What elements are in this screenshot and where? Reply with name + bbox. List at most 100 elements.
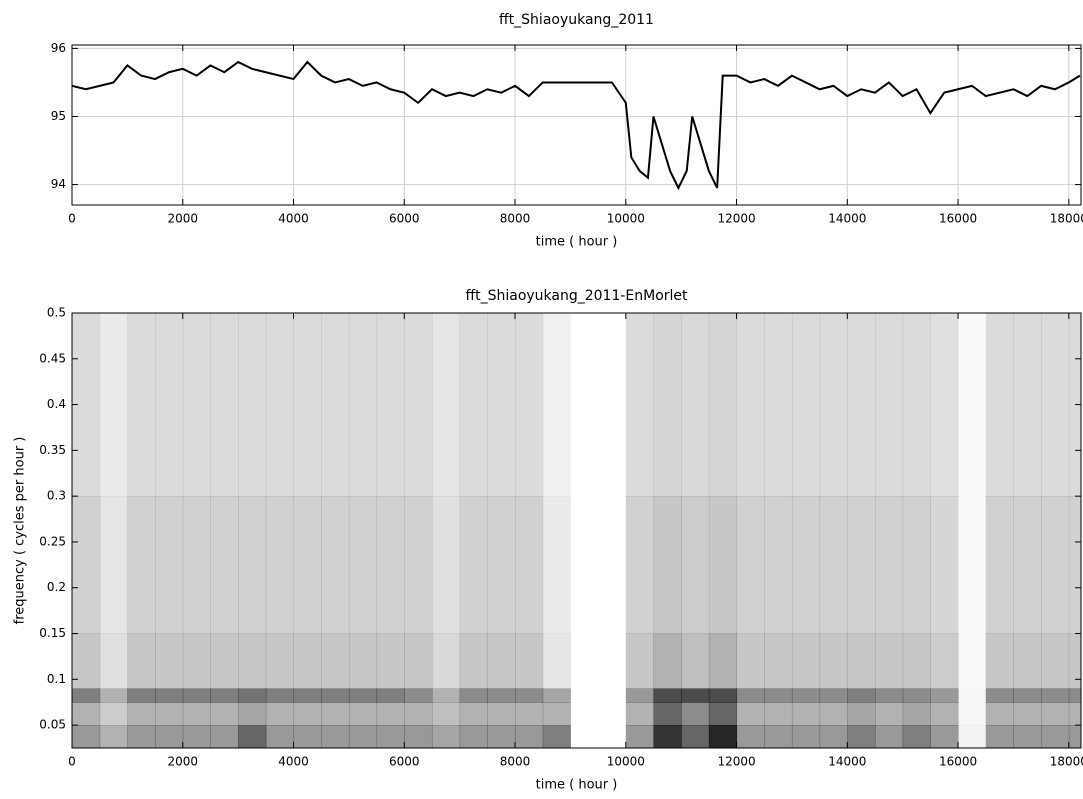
x-tick-label: 12000 xyxy=(717,755,755,769)
heatmap-cell xyxy=(570,702,598,725)
heatmap-cell xyxy=(127,633,156,689)
heatmap-cell xyxy=(1013,313,1042,497)
heatmap-cell xyxy=(1068,702,1081,726)
heatmap-cell xyxy=(348,725,378,748)
heatmap-cell xyxy=(902,313,931,497)
heatmap-cell xyxy=(598,688,626,702)
heatmap-cell xyxy=(653,633,682,689)
heatmap-cell xyxy=(653,496,682,635)
heatmap-cell xyxy=(681,313,710,497)
heatmap-cell xyxy=(985,313,1014,497)
heatmap-cell xyxy=(930,725,959,748)
heatmap-cell xyxy=(653,702,682,726)
heatmap-cell xyxy=(487,688,516,703)
x-tick-label: 10000 xyxy=(607,212,645,226)
heatmap-cell xyxy=(487,313,516,497)
heatmap-cell xyxy=(708,725,738,748)
heatmap-cell xyxy=(791,633,821,689)
heatmap-cell xyxy=(404,496,433,635)
heatmap-cell xyxy=(958,725,987,748)
heatmap-cell xyxy=(72,702,101,726)
heatmap-cell xyxy=(791,496,821,635)
heatmap-cell xyxy=(819,702,848,726)
x-tick-label: 6000 xyxy=(389,755,420,769)
heatmap-cell xyxy=(764,702,793,726)
heatmap-cell xyxy=(874,313,904,497)
heatmap-cell xyxy=(736,725,765,748)
heatmap-cell xyxy=(127,688,156,703)
heatmap-cell xyxy=(958,496,986,634)
y-tick-label: 0.1 xyxy=(47,672,66,686)
heatmap-cell xyxy=(1041,313,1070,497)
heatmap-cell xyxy=(431,633,461,689)
x-axis-label: time ( hour ) xyxy=(536,235,618,250)
heatmap-cell xyxy=(72,688,101,703)
heatmap-cell xyxy=(681,688,710,703)
heatmap-cell xyxy=(764,633,793,689)
x-tick-label: 8000 xyxy=(500,212,531,226)
heatmap-cell xyxy=(542,688,571,703)
heatmap-cell xyxy=(653,313,682,497)
heatmap-cell xyxy=(404,633,433,689)
heatmap-cell xyxy=(736,496,765,635)
heatmap-cell xyxy=(598,725,626,748)
heatmap-cell xyxy=(1068,688,1081,703)
heatmap-cell xyxy=(874,496,904,635)
plot-area xyxy=(72,313,1081,748)
heatmap-cell xyxy=(459,688,488,703)
heatmap-cell xyxy=(127,702,156,726)
heatmap-cell xyxy=(265,496,295,635)
heatmap-cell xyxy=(930,702,959,726)
heatmap-cell xyxy=(431,496,461,635)
heatmap-cell xyxy=(182,496,211,635)
heatmap-cell xyxy=(902,702,931,726)
heatmap-cell xyxy=(321,725,350,748)
heatmap-cell xyxy=(542,633,571,689)
heatmap-cell xyxy=(1068,496,1081,635)
heatmap-cell xyxy=(847,313,876,497)
x-tick-label: 2000 xyxy=(167,755,198,769)
y-tick-label: 95 xyxy=(51,109,66,123)
heatmap-cell xyxy=(321,313,350,497)
heatmap-cell xyxy=(127,725,156,748)
chart-title: fft_Shiaoyukang_2011-EnMorlet xyxy=(465,288,688,304)
heatmap-cell xyxy=(736,688,765,703)
heatmap-cell xyxy=(72,496,101,635)
heatmap-cell xyxy=(736,313,765,497)
heatmap-cell xyxy=(210,633,239,689)
heatmap-cell xyxy=(431,725,461,748)
heatmap-cell xyxy=(404,688,433,703)
heatmap-cell xyxy=(847,688,876,703)
heatmap-cell xyxy=(293,313,322,497)
heatmap-cell xyxy=(847,633,876,689)
plot-frame xyxy=(71,44,1082,206)
heatmap-cell xyxy=(653,725,682,748)
heatmap-cell xyxy=(598,702,626,725)
heatmap-cell xyxy=(155,496,184,635)
heatmap-cell xyxy=(210,702,239,726)
heatmap-cell xyxy=(99,688,128,703)
heatmap-cell xyxy=(1068,725,1081,748)
heatmap-cell xyxy=(265,688,295,703)
heatmap-cell xyxy=(459,702,488,726)
heatmap-cell xyxy=(847,702,876,726)
heatmap-cell xyxy=(625,725,654,748)
heatmap-cell xyxy=(1041,725,1070,748)
heatmap-cell xyxy=(625,688,654,703)
heatmap-cell xyxy=(902,725,931,748)
y-tick-label: 96 xyxy=(51,41,66,55)
x-tick-label: 0 xyxy=(68,755,76,769)
heatmap-cell xyxy=(348,496,378,635)
heatmap-cell xyxy=(764,688,793,703)
heatmap-cell xyxy=(376,496,405,635)
heatmap-cell xyxy=(238,633,267,689)
heatmap-cell xyxy=(487,496,516,635)
heatmap-cell xyxy=(874,725,904,748)
heatmap-cell xyxy=(155,688,184,703)
heatmap-cell xyxy=(404,725,433,748)
heatmap-cell xyxy=(1013,688,1042,703)
x-axis-label: time ( hour ) xyxy=(536,778,618,793)
heatmap-cell xyxy=(459,725,488,748)
heatmap-cell xyxy=(708,688,738,703)
heatmap-cell xyxy=(515,313,544,497)
